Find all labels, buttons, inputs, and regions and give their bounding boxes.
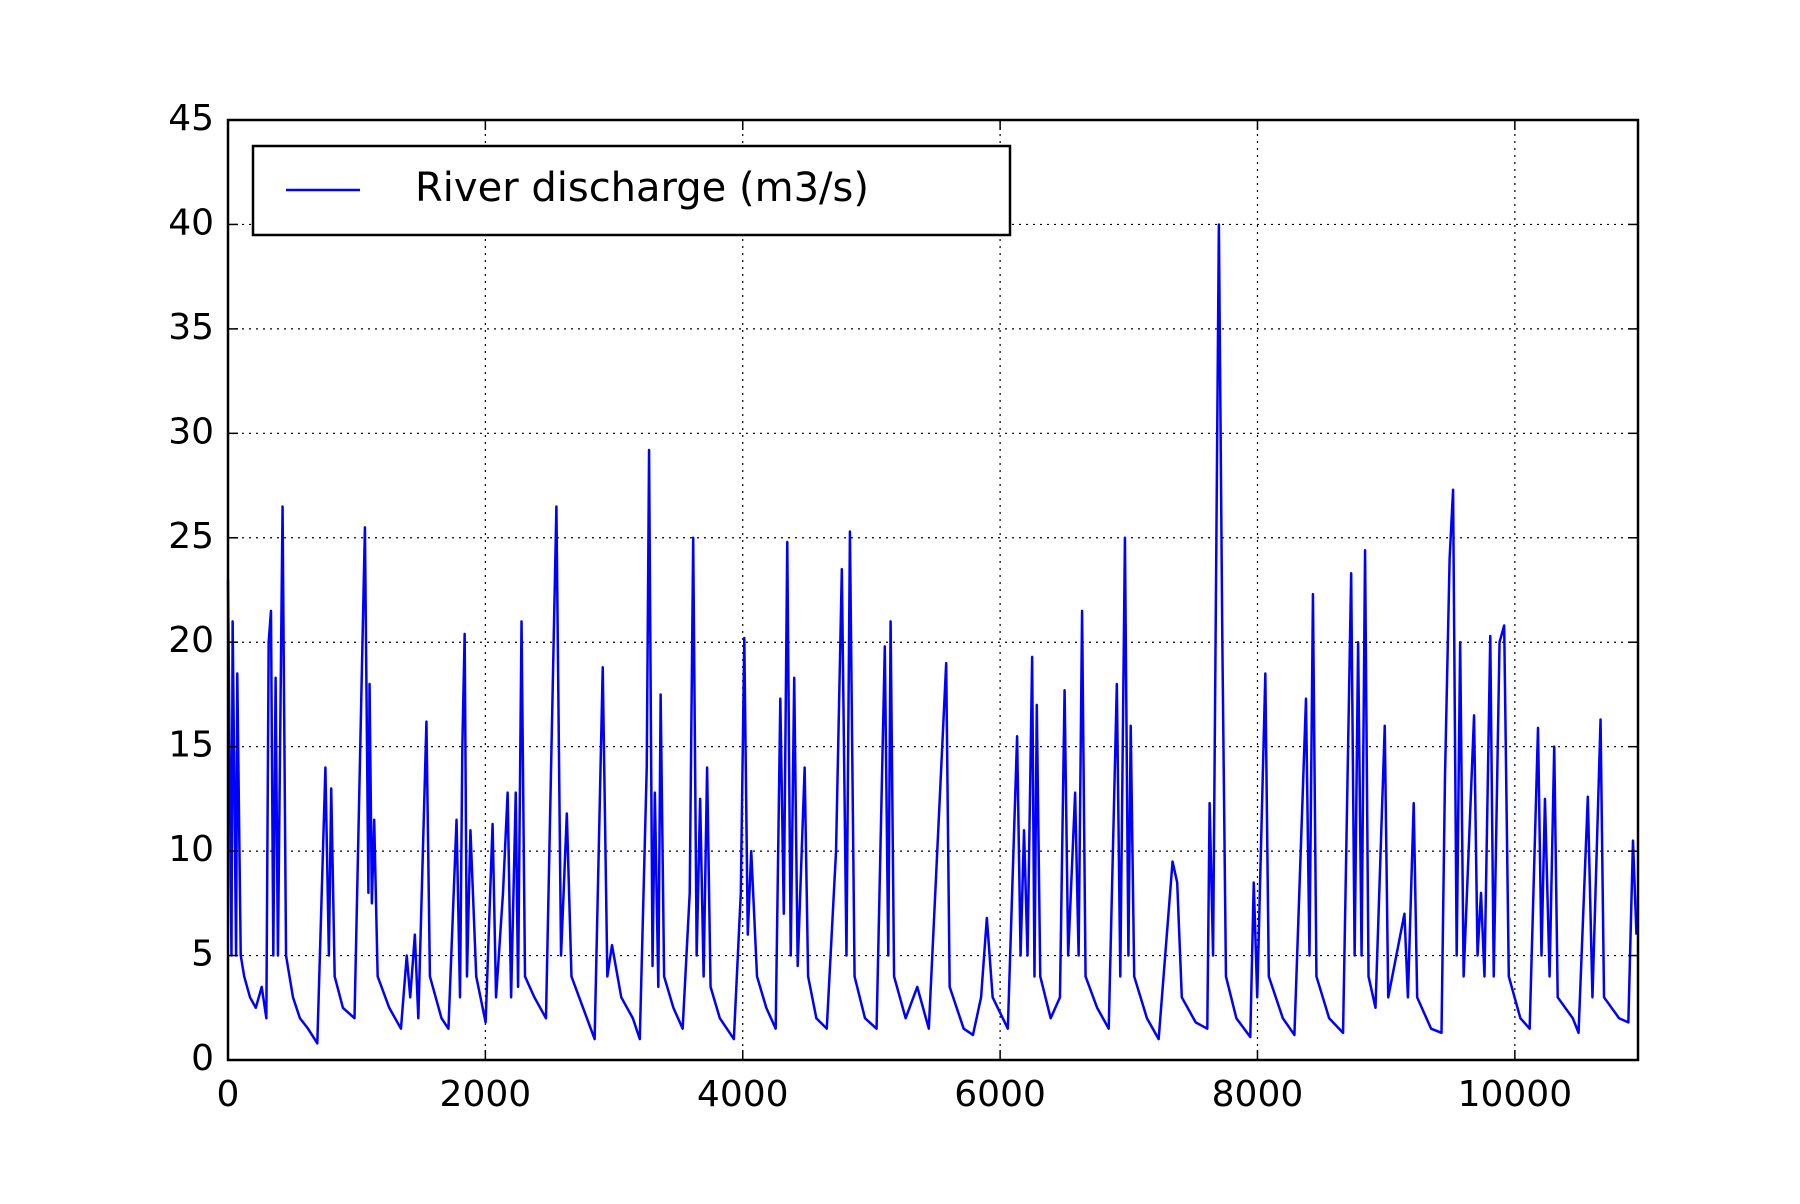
y-tick-label: 5	[191, 934, 214, 975]
x-tick-label: 6000	[954, 1074, 1046, 1115]
x-tick-label: 0	[217, 1074, 240, 1115]
x-tick-label: 4000	[697, 1074, 789, 1115]
y-tick-label: 25	[168, 516, 214, 557]
y-tick-label: 35	[168, 307, 214, 348]
ticks: 0 5 10 15 20 25 30 35 40 45 0 2000 4000 6000 8000 10000	[168, 98, 1638, 1115]
lines	[226, 223, 1638, 1045]
y-tick-label: 30	[168, 411, 214, 452]
data-line	[226, 223, 1638, 1045]
y-tick-label: 0	[191, 1038, 214, 1079]
legend: River discharge (m3/s)	[251, 144, 1012, 237]
x-tick-label: 2000	[440, 1074, 532, 1115]
y-tick-label: 15	[168, 725, 214, 766]
y-tick-label: 45	[168, 98, 214, 139]
x-tick-label: 10000	[1458, 1074, 1573, 1115]
x-tick-label: 8000	[1212, 1074, 1304, 1115]
y-tick-label: 40	[168, 202, 214, 243]
legend-box	[251, 144, 1012, 237]
y-tick-label: 20	[168, 620, 214, 661]
plot-frame	[226, 118, 1640, 1062]
y-tick-label: 10	[168, 829, 214, 870]
legend-label: River discharge (m3/s)	[415, 165, 869, 211]
